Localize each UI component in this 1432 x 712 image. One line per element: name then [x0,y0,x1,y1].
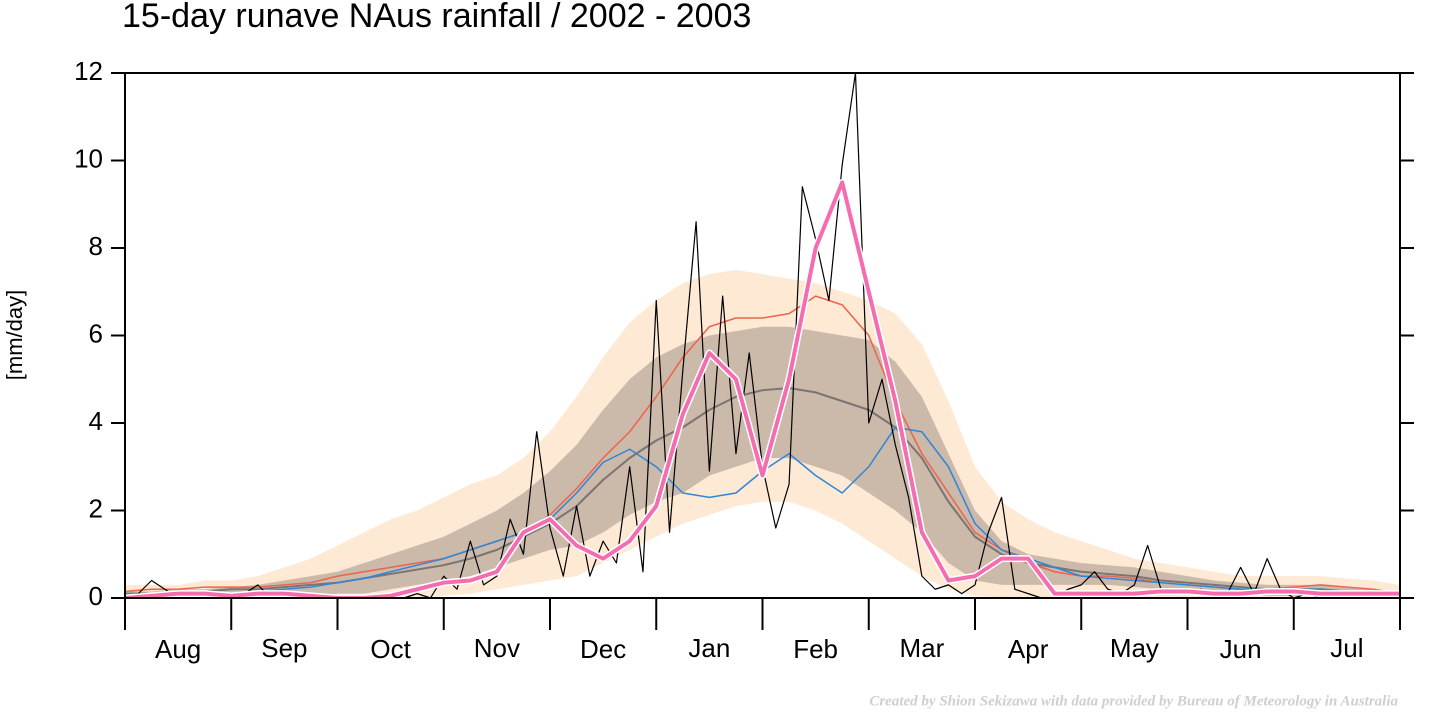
y-tick-label: 10 [74,143,103,173]
x-tick-label: Apr [1008,634,1049,664]
x-tick-label: Dec [580,634,626,664]
x-tick-label: Jan [688,633,730,663]
x-tick-label: Mar [899,633,944,663]
y-tick-label: 4 [89,406,103,436]
x-tick-label: May [1110,633,1159,663]
y-tick-label: 2 [89,493,103,523]
y-tick-label: 8 [89,231,103,261]
x-tick-label: Aug [155,634,201,664]
footer: Created by Shion Sekizawa with data prov… [869,693,1398,709]
y-tick-label: 12 [74,56,103,86]
x-tick-label: Jul [1330,633,1363,663]
x-tick-label: Sep [261,633,307,663]
range-band [125,326,1400,598]
y-axis-label: [mm/day] [2,290,27,380]
x-tick-label: Oct [370,634,411,664]
y-tick-label: 0 [89,581,103,611]
chart-title: 15-day runave NAus rainfall / 2002 - 200… [122,0,751,35]
plot-area [125,73,1400,598]
x-tick-label: Jun [1220,634,1262,664]
y-tick-label: 6 [89,318,103,348]
x-tick-label: Feb [793,634,838,664]
line [125,180,1400,598]
x-tick-label: Nov [474,633,520,663]
